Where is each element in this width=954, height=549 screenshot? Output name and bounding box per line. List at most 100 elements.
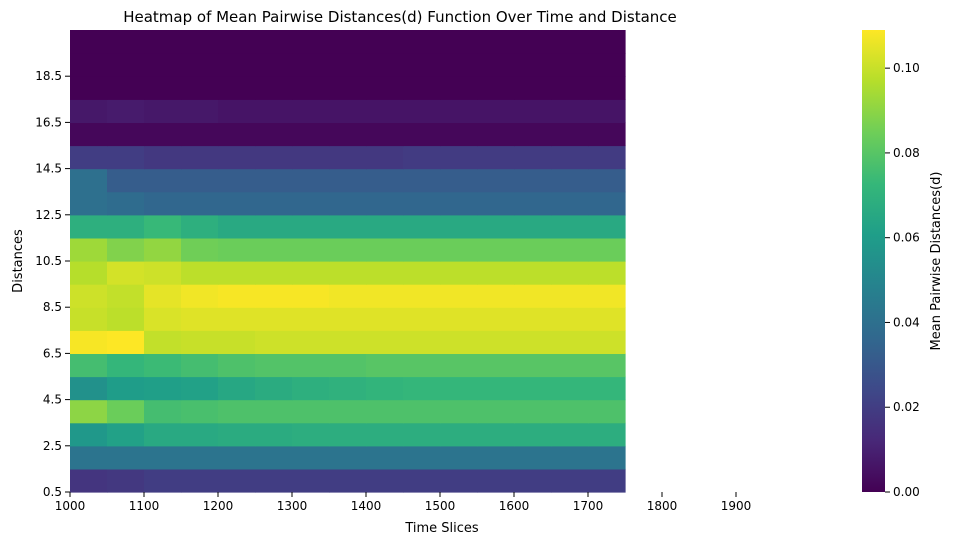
heatmap-cell [292,168,330,193]
heatmap-cell [440,191,478,216]
heatmap-cell [551,122,589,147]
heatmap-cell [514,445,552,470]
heatmap-cell [255,307,293,331]
heatmap-cell [255,353,293,378]
heatmap-cell [366,237,404,262]
heatmap-cell [292,261,330,285]
heatmap-cell [70,145,108,170]
colorbar-tick-label: 0.02 [893,400,920,414]
heatmap-cell [514,168,552,193]
heatmap-cell [588,191,626,216]
heatmap-cell [144,122,182,147]
heatmap-cell [477,99,515,123]
heatmap-cell [107,99,145,123]
heatmap-cell [292,122,330,147]
heatmap-cell [440,353,478,378]
heatmap-cell [70,76,108,100]
heatmap-cell [403,99,441,123]
heatmap-cell [218,284,256,308]
heatmap-cell [181,422,219,447]
heatmap-cell [551,330,589,354]
heatmap-cell [181,284,219,308]
heatmap-cell [292,422,330,447]
heatmap-cell [588,261,626,285]
heatmap-cell [107,353,145,378]
heatmap-cell [329,445,367,470]
heatmap-cell [107,422,145,447]
heatmap-cell [477,330,515,354]
heatmap-cell [144,145,182,170]
heatmap-cell [181,468,219,493]
heatmap-cell [551,261,589,285]
heatmap-cell [70,353,108,378]
heatmap-cell [366,376,404,401]
heatmap-cell [144,284,182,308]
heatmap-cell [218,30,256,54]
heatmap-cell [477,30,515,54]
heatmap-cell [144,422,182,447]
heatmap-cell [292,53,330,77]
heatmap-cell [218,191,256,216]
heatmap-cell [588,168,626,193]
y-tick-label: 2.5 [43,439,62,453]
y-tick-label: 0.5 [43,485,62,499]
heatmap-cell [329,261,367,285]
heatmap-cell [477,376,515,401]
x-tick-label: 1800 [647,499,678,513]
heatmap-cell [588,353,626,378]
heatmap-cell [551,214,589,239]
heatmap-cell [403,168,441,193]
heatmap-cell [255,122,293,147]
heatmap-cell [255,399,293,424]
heatmap-cell [144,330,182,354]
heatmap-cell [255,30,293,54]
heatmap-cell [292,214,330,239]
heatmap-cell [255,376,293,401]
heatmap-cell [70,284,108,308]
heatmap-cell [403,468,441,493]
heatmap-cell [292,353,330,378]
colorbar: 0.00 0.02 0.04 0.06 0.08 0.10 [862,30,920,499]
heatmap-cell [107,30,145,54]
heatmap-cell [329,168,367,193]
heatmap-cell [477,307,515,331]
heatmap-cell [403,237,441,262]
heatmap-cell [144,399,182,424]
heatmap-cell [366,307,404,331]
heatmap-cell [551,30,589,54]
heatmap-cell [218,99,256,123]
colorbar-tick-label: 0.08 [893,146,920,160]
heatmap-cell [70,399,108,424]
heatmap-cell [588,122,626,147]
heatmap-cell [181,168,219,193]
heatmap-cell [403,30,441,54]
heatmap-cell [403,214,441,239]
heatmap-cell [292,99,330,123]
heatmap-cell [588,30,626,54]
heatmap-cell [440,214,478,239]
colorbar-label: Mean Pairwise Distances(d) [929,172,944,351]
heatmap-cell [144,307,182,331]
heatmap-cell [329,237,367,262]
x-tick-label: 1100 [129,499,160,513]
heatmap-cell [329,399,367,424]
heatmap-cell [181,99,219,123]
heatmap-cell [403,53,441,77]
heatmap-cell [588,214,626,239]
heatmap-cell [366,468,404,493]
x-tick-label: 1500 [425,499,456,513]
heatmap-cell [588,76,626,100]
heatmap-cell [181,30,219,54]
heatmap-cell [70,122,108,147]
heatmap-cell [477,122,515,147]
heatmap-cell [514,76,552,100]
heatmap-cell [255,330,293,354]
heatmap-cell [255,53,293,77]
heatmap-cell [144,376,182,401]
heatmap-cell [181,353,219,378]
heatmap-cell [70,168,108,193]
heatmap-cell [440,53,478,77]
heatmap-cell [181,53,219,77]
heatmap-cell [107,53,145,77]
